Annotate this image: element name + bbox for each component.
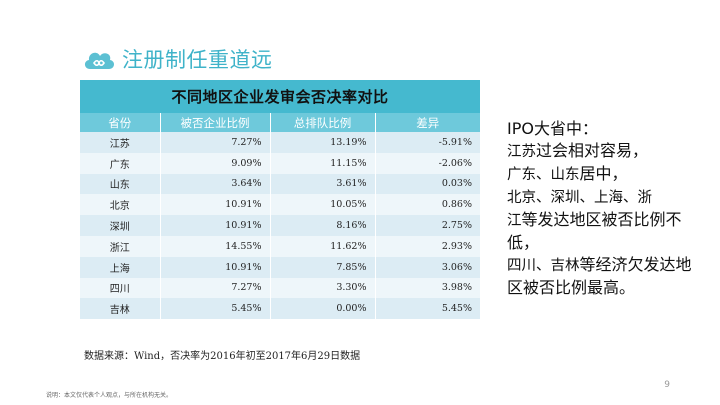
table-row: 北京 10.91% 10.05% 0.86% — [80, 194, 480, 216]
note-text: 过会相对容易， — [536, 141, 649, 160]
page-header: 注册制任重道远 — [82, 42, 273, 76]
cell-queue-ratio: 10.05% — [270, 194, 376, 216]
cell-queue-ratio: 0.00% — [270, 298, 376, 320]
table-caption: 不同地区企业发审会否决率对比 — [80, 80, 480, 113]
column-header-province: 省份 — [80, 113, 161, 132]
commentary-line: 江苏过会相对容易， — [507, 140, 707, 163]
commentary-line: 北京、深圳、上海、浙 — [507, 186, 707, 209]
cell-province: 四川 — [80, 277, 161, 299]
cell-queue-ratio: 13.19% — [270, 132, 376, 153]
cell-difference: 2.93% — [375, 235, 480, 257]
note-heading: IPO大省中： — [507, 119, 598, 138]
cell-queue-ratio: 3.61% — [270, 173, 376, 195]
note-region: 江 — [507, 213, 522, 229]
cell-rejected-ratio: 7.27% — [160, 132, 271, 153]
cell-rejected-ratio: 3.64% — [160, 173, 271, 195]
table-header-row: 省份 被否企业比例 总排队比例 差异 — [80, 113, 480, 132]
cell-province: 广东 — [80, 152, 161, 174]
cell-queue-ratio: 3.30% — [270, 277, 376, 299]
note-text: 等经济欠发达地区被否比例最高。 — [507, 255, 692, 297]
cell-province: 北京 — [80, 194, 161, 216]
data-source-note: 数据来源：Wind，否决率为2016年初至2017年6月29日数据 — [84, 351, 361, 362]
cell-rejected-ratio: 5.45% — [160, 298, 271, 320]
cell-difference: 3.98% — [375, 277, 480, 299]
cell-province: 江苏 — [80, 132, 161, 153]
cell-province: 山东 — [80, 173, 161, 195]
cloud-icon — [82, 47, 116, 71]
note-region: 北京、深圳、上海、浙 — [507, 190, 652, 206]
cell-queue-ratio: 11.62% — [270, 235, 376, 257]
cell-rejected-ratio: 10.91% — [160, 194, 271, 216]
table-row: 吉林 5.45% 0.00% 5.45% — [80, 298, 480, 320]
table-row: 四川 7.27% 3.30% 3.98% — [80, 277, 480, 299]
commentary-line: IPO大省中： — [507, 118, 707, 140]
cell-difference: 2.75% — [375, 215, 480, 236]
commentary-line: 广东、山东居中， — [507, 163, 707, 186]
cell-rejected-ratio: 9.09% — [160, 152, 271, 174]
cell-queue-ratio: 7.85% — [270, 256, 376, 278]
column-header-queue-ratio: 总排队比例 — [270, 113, 376, 132]
cell-difference: -2.06% — [375, 152, 480, 174]
cell-difference: 0.86% — [375, 194, 480, 216]
cell-difference: 3.06% — [375, 256, 480, 278]
cell-difference: 0.03% — [375, 173, 480, 195]
cell-province: 吉林 — [80, 298, 161, 320]
note-region: 四川、吉林 — [507, 258, 580, 274]
cell-rejected-ratio: 7.27% — [160, 277, 271, 299]
cell-queue-ratio: 8.16% — [270, 215, 376, 236]
column-header-difference: 差异 — [375, 113, 480, 132]
table-row: 深圳 10.91% 8.16% 2.75% — [80, 215, 480, 236]
cell-province: 浙江 — [80, 235, 161, 257]
table-row: 广东 9.09% 11.15% -2.06% — [80, 152, 480, 174]
cell-queue-ratio: 11.15% — [270, 152, 376, 174]
cell-rejected-ratio: 14.55% — [160, 235, 271, 257]
note-text: 居中， — [579, 164, 628, 183]
commentary-line: 四川、吉林等经济欠发达地区被否比例最高。 — [507, 254, 707, 299]
cell-province: 上海 — [80, 256, 161, 278]
cell-difference: 5.45% — [375, 298, 480, 320]
disclaimer: 说明：本文仅代表个人观点，与所在机构无关。 — [46, 392, 173, 399]
commentary-text: IPO大省中： 江苏过会相对容易， 广东、山东居中， 北京、深圳、上海、浙 江等… — [507, 118, 707, 299]
note-region: 江苏 — [507, 144, 536, 160]
column-header-rejected-ratio: 被否企业比例 — [160, 113, 271, 132]
cell-rejected-ratio: 10.91% — [160, 215, 271, 236]
note-text: 等发达地区被否比例不低， — [507, 210, 682, 252]
page-title: 注册制任重道远 — [122, 48, 273, 72]
cell-rejected-ratio: 10.91% — [160, 256, 271, 278]
cell-province: 深圳 — [80, 215, 161, 236]
commentary-line: 江等发达地区被否比例不低， — [507, 209, 707, 254]
table-row: 山东 3.64% 3.61% 0.03% — [80, 173, 480, 195]
data-table: 省份 被否企业比例 总排队比例 差异 江苏 7.27% 13.19% -5.91… — [80, 113, 480, 320]
cell-difference: -5.91% — [375, 132, 480, 153]
table-row: 江苏 7.27% 13.19% -5.91% — [80, 132, 480, 153]
note-region: 广东、山东 — [507, 167, 580, 183]
comparison-table: 不同地区企业发审会否决率对比 省份 被否企业比例 总排队比例 差异 江苏 7.2… — [80, 80, 480, 320]
table-row: 上海 10.91% 7.85% 3.06% — [80, 256, 480, 278]
table-row: 浙江 14.55% 11.62% 2.93% — [80, 235, 480, 257]
page-number: 9 — [664, 380, 670, 390]
